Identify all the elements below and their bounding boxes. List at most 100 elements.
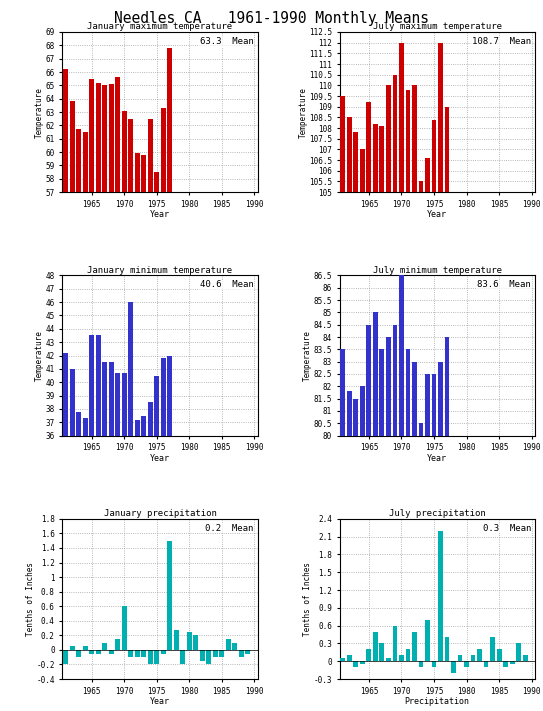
X-axis label: Year: Year [150,210,170,219]
Bar [219,650,224,657]
Text: 83.6  Mean: 83.6 Mean [477,280,531,289]
X-axis label: Year: Year [150,697,170,706]
Bar [360,661,365,664]
Bar [438,362,443,436]
Bar [432,119,437,192]
Bar [83,418,87,436]
Bar [380,126,384,192]
Bar [135,419,140,436]
Bar [102,85,107,192]
Bar [458,656,463,661]
Bar [347,117,352,192]
Bar [115,639,120,650]
Bar [96,336,100,436]
X-axis label: Year: Year [150,454,170,463]
Bar [367,649,371,661]
Y-axis label: Temperature: Temperature [35,330,44,381]
Bar [213,650,218,657]
Bar [406,349,411,436]
Bar [399,43,404,192]
Bar [353,132,358,192]
Bar [399,275,404,436]
Bar [148,402,153,436]
Bar [102,643,107,650]
Bar [135,154,140,192]
Bar [510,661,515,664]
Bar [128,650,133,657]
Bar [96,650,100,653]
Bar [406,90,411,192]
Text: 40.6  Mean: 40.6 Mean [200,280,254,289]
Bar [83,132,87,192]
Bar [232,643,237,650]
Text: 108.7  Mean: 108.7 Mean [472,37,531,46]
Title: January minimum temperature: January minimum temperature [87,266,232,274]
Title: January maximum temperature: January maximum temperature [87,22,232,31]
Bar [438,530,443,661]
Bar [386,85,391,192]
Bar [161,358,166,436]
Bar [122,606,127,650]
Bar [70,102,74,192]
Bar [128,302,133,436]
Bar [115,373,120,436]
Bar [367,325,371,436]
Bar [89,336,94,436]
Title: July precipitation: July precipitation [389,509,485,518]
Bar [161,108,166,192]
Bar [141,415,146,436]
Bar [83,646,87,650]
Bar [445,107,450,192]
Bar [63,353,68,436]
Bar [141,155,146,192]
Bar [425,620,430,661]
Bar [89,79,94,192]
Bar [373,312,378,436]
Bar [148,119,153,192]
Bar [187,631,192,650]
Bar [167,48,172,192]
Bar [451,661,456,673]
Bar [109,650,113,653]
Bar [239,650,244,657]
Bar [367,102,371,192]
Title: July maximum temperature: July maximum temperature [372,22,502,31]
Bar [76,129,81,192]
Bar [63,70,68,192]
Bar [419,181,424,192]
Title: July minimum temperature: July minimum temperature [372,266,502,274]
Bar [477,649,482,661]
Bar [490,638,495,661]
Bar [347,391,352,436]
Bar [226,639,231,650]
Text: Needles CA   1961-1990 Monthly Means: Needles CA 1961-1990 Monthly Means [114,11,429,26]
Bar [102,362,107,436]
Bar [340,658,345,661]
Bar [193,636,198,650]
Bar [167,540,172,650]
Bar [96,82,100,192]
Bar [425,158,430,192]
Bar [148,650,153,665]
Bar [412,631,417,661]
Bar [406,649,411,661]
Y-axis label: Temperature: Temperature [35,87,44,137]
Bar [340,349,345,436]
Bar [419,661,424,667]
Y-axis label: Tenths of Inches: Tenths of Inches [303,562,312,636]
Bar [70,369,74,436]
Bar [445,638,450,661]
Bar [353,661,358,667]
Bar [109,84,113,192]
Bar [393,325,397,436]
Bar [109,362,113,436]
Bar [200,650,205,661]
Bar [373,631,378,661]
Bar [89,650,94,653]
Bar [393,75,397,192]
Bar [167,356,172,436]
X-axis label: Year: Year [427,454,447,463]
Bar [425,374,430,436]
Bar [245,650,250,653]
X-axis label: Precipitation: Precipitation [405,697,470,706]
